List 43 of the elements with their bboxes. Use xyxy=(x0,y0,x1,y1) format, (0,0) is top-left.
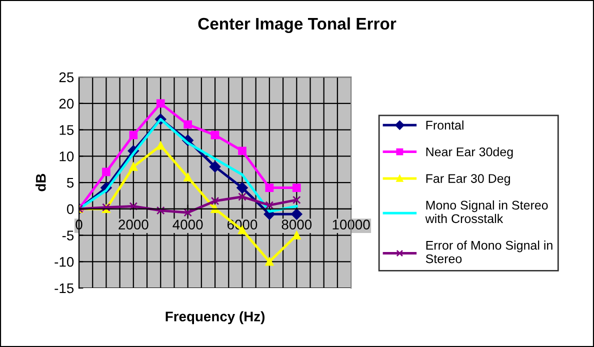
point xyxy=(291,208,302,220)
y-tick-label: 20 xyxy=(59,98,74,109)
x-axis-title: Frequency (Hz) xyxy=(166,311,264,324)
point xyxy=(156,99,165,108)
point xyxy=(129,130,138,140)
point xyxy=(156,206,165,215)
legend-label: Near Ear 30deg xyxy=(426,147,513,159)
point xyxy=(210,130,220,140)
point xyxy=(156,141,165,150)
y-tick-label: 10 xyxy=(60,151,74,162)
legend-label: Mono Signal in Stereo with Crosstalk xyxy=(425,200,548,224)
x-tick-label: 4000 xyxy=(172,220,203,230)
point xyxy=(238,146,246,156)
y-tick-label: -10 xyxy=(54,256,74,267)
y-tick-label: 15 xyxy=(60,125,74,135)
x-tick-label: 2000 xyxy=(118,220,148,230)
point xyxy=(210,196,220,206)
y-tick-label: 0 xyxy=(66,204,74,214)
point xyxy=(209,161,221,172)
point xyxy=(265,257,274,266)
x-tick-label: 10000 xyxy=(332,220,370,230)
y-tick-label: -5 xyxy=(62,230,74,240)
point xyxy=(184,173,192,182)
point xyxy=(292,231,301,240)
point xyxy=(292,196,301,204)
legend-label: Frontal xyxy=(426,120,464,130)
point xyxy=(265,184,274,192)
point xyxy=(129,162,138,171)
y-tick-label: 25 xyxy=(59,72,74,82)
point xyxy=(292,184,301,192)
point xyxy=(184,120,192,129)
x-tick-label: 8000 xyxy=(282,220,312,230)
point xyxy=(129,202,138,210)
y-axis-title: dB xyxy=(36,174,46,192)
y-tick-label: 5 xyxy=(66,178,74,188)
point xyxy=(102,168,110,176)
legend-label: Error of Mono Signal in Stereo xyxy=(426,240,552,264)
y-tick-label: -15 xyxy=(54,283,74,294)
point xyxy=(238,192,246,201)
point xyxy=(236,182,248,194)
point xyxy=(265,201,274,210)
legend-label: Far Ear 30 Deg xyxy=(426,174,510,186)
chart-title: Center Image Tonal Error xyxy=(198,17,396,34)
